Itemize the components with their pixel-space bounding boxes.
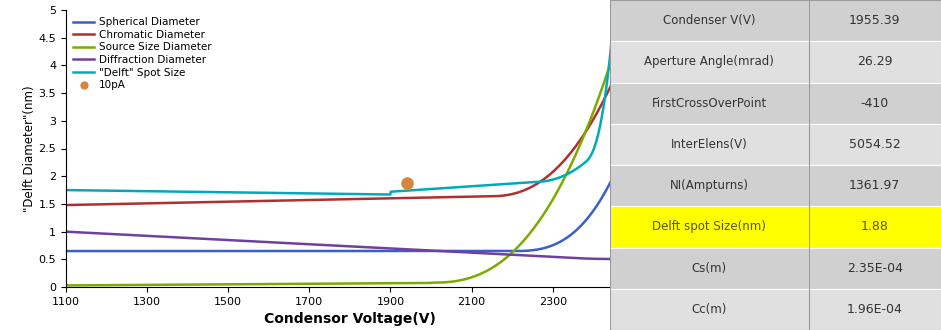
Text: Cs(m): Cs(m) (692, 262, 726, 275)
Y-axis label: "Delft Diameter"(nm): "Delft Diameter"(nm) (23, 85, 36, 212)
Text: Cc(m): Cc(m) (692, 303, 726, 316)
Text: 1.88: 1.88 (861, 220, 888, 233)
Bar (610, 41, 808, 82)
Bar (610, 206, 808, 248)
Text: -410: -410 (861, 97, 889, 110)
Text: Delft spot Size(nm): Delft spot Size(nm) (652, 220, 766, 233)
Text: Aperture Angle(mrad): Aperture Angle(mrad) (645, 55, 774, 68)
Bar (808, 206, 941, 248)
Bar (808, 165, 941, 206)
Text: NI(Ampturns): NI(Ampturns) (670, 179, 749, 192)
Text: 1361.97: 1361.97 (849, 179, 901, 192)
Bar (610, 82, 808, 124)
Bar (610, 0, 808, 41)
Bar (610, 289, 808, 330)
Text: Condenser V(V): Condenser V(V) (662, 14, 756, 27)
Text: 1.96E-04: 1.96E-04 (847, 303, 902, 316)
Bar (610, 165, 808, 206)
Text: FirstCrossOverPoint: FirstCrossOverPoint (651, 97, 767, 110)
Bar (808, 41, 941, 82)
Legend: Spherical Diameter, Chromatic Diameter, Source Size Diameter, Diffraction Diamet: Spherical Diameter, Chromatic Diameter, … (72, 15, 214, 92)
Bar (808, 289, 941, 330)
Text: 2.35E-04: 2.35E-04 (847, 262, 902, 275)
Bar (808, 82, 941, 124)
Bar (610, 124, 808, 165)
Bar (808, 0, 941, 41)
Text: 26.29: 26.29 (857, 55, 892, 68)
Text: 1955.39: 1955.39 (849, 14, 901, 27)
Bar (610, 248, 808, 289)
Bar (808, 248, 941, 289)
Text: 5054.52: 5054.52 (849, 138, 901, 151)
Text: InterElens(V): InterElens(V) (671, 138, 747, 151)
X-axis label: Condensor Voltage(V): Condensor Voltage(V) (264, 313, 436, 326)
Bar (808, 124, 941, 165)
